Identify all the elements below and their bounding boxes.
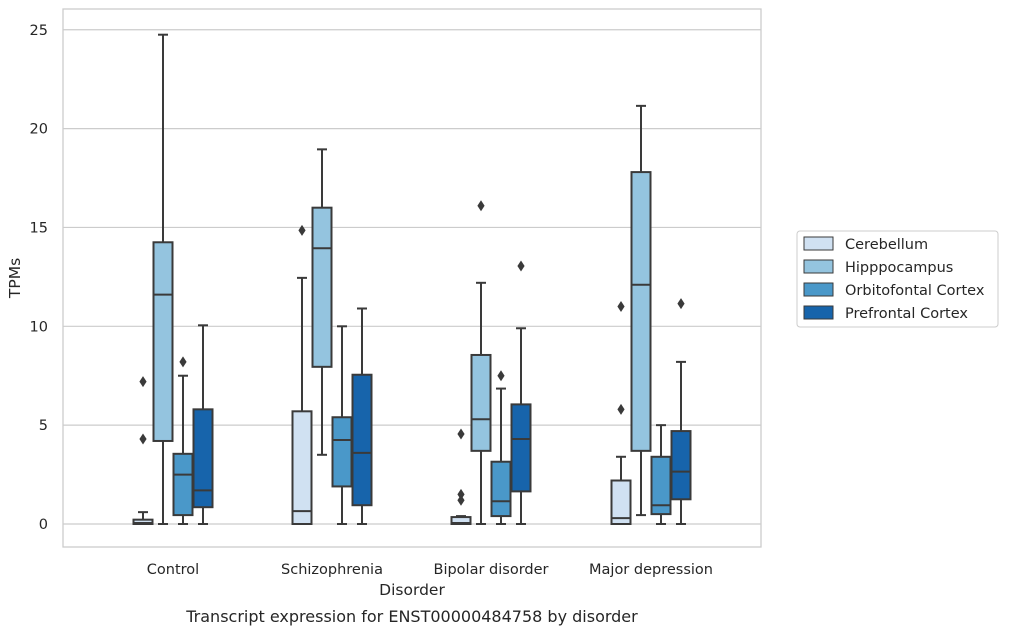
outlier-point	[139, 376, 147, 388]
outlier-point	[617, 403, 625, 415]
box-hipppocampus-2	[470, 200, 492, 525]
iqr-box	[172, 452, 194, 517]
iqr-box	[311, 206, 333, 368]
box-prefrontal-cortex-1	[351, 307, 373, 525]
iqr-box	[192, 408, 214, 509]
box-cerebellum-3	[610, 301, 632, 526]
outlier-point	[179, 356, 187, 368]
box-orbitofontal-cortex-2	[490, 370, 512, 525]
legend: Cerebellum Hipppocampus Orbitofontal Corte…	[796, 230, 999, 328]
y-tick-label: 5	[39, 418, 48, 434]
x-tick-label: Bipolar disorder	[434, 562, 549, 578]
box-prefrontal-cortex-2	[510, 260, 532, 525]
box-prefrontal-cortex-0	[192, 324, 214, 525]
box-layer	[132, 33, 692, 526]
y-tick-label: 25	[30, 23, 48, 39]
x-tick-label: Schizophrenia	[281, 562, 383, 578]
x-axis-label: Disorder	[379, 581, 445, 599]
chart-caption: Transcript expression for ENST0000048475…	[185, 607, 638, 626]
legend-swatch	[803, 259, 834, 274]
box-hipppocampus-3	[630, 104, 652, 517]
box-hipppocampus-1	[311, 148, 333, 456]
iqr-box	[610, 479, 632, 526]
box-orbitofontal-cortex-3	[650, 424, 672, 525]
legend-label: Hipppocampus	[845, 260, 953, 276]
outlier-point	[139, 433, 147, 445]
legend-swatch	[803, 305, 834, 320]
y-axis-ticks: 0 5 10 15 20 25	[30, 23, 48, 533]
box-orbitofontal-cortex-0	[172, 356, 194, 525]
outlier-point	[517, 260, 525, 272]
outlier-point	[457, 428, 465, 440]
legend-swatch	[803, 282, 834, 297]
box-orbitofontal-cortex-1	[331, 325, 353, 525]
outlier-point	[477, 200, 485, 212]
y-tick-label: 0	[39, 517, 48, 533]
outlier-point	[497, 370, 505, 382]
x-tick-label: Control	[147, 562, 199, 578]
plot-frame	[62, 8, 762, 548]
iqr-box	[670, 430, 692, 501]
iqr-box	[630, 171, 652, 452]
gridlines	[63, 29, 761, 525]
y-tick-label: 15	[30, 220, 48, 236]
legend-label: Orbitofontal Cortex	[845, 283, 985, 299]
iqr-box	[490, 460, 512, 518]
box-cerebellum-2	[450, 428, 472, 526]
x-tick-label: Major depression	[589, 562, 713, 578]
box-cerebellum-0	[132, 376, 154, 525]
box-cerebellum-1	[291, 224, 313, 526]
legend-label: Prefrontal Cortex	[845, 306, 968, 322]
outlier-point	[457, 494, 465, 506]
legend-swatch	[803, 236, 834, 251]
outlier-point	[457, 488, 465, 500]
outlier-point	[617, 301, 625, 313]
box-hipppocampus-0	[152, 33, 174, 525]
y-axis-label: TPMs	[6, 258, 24, 299]
legend-label: Cerebellum	[845, 237, 928, 253]
iqr-box	[510, 403, 532, 493]
y-tick-label: 10	[30, 319, 48, 335]
iqr-box	[331, 416, 353, 488]
iqr-box	[152, 241, 174, 442]
iqr-box	[291, 410, 313, 526]
legend-frame	[796, 230, 999, 328]
iqr-box	[470, 353, 492, 452]
iqr-box	[351, 373, 373, 507]
outlier-point	[677, 298, 685, 310]
y-tick-label: 20	[30, 122, 48, 138]
x-axis-ticks: Control Schizophrenia Bipolar disorder Majo…	[147, 562, 713, 578]
box-prefrontal-cortex-3	[670, 298, 692, 525]
outlier-point	[298, 224, 306, 236]
